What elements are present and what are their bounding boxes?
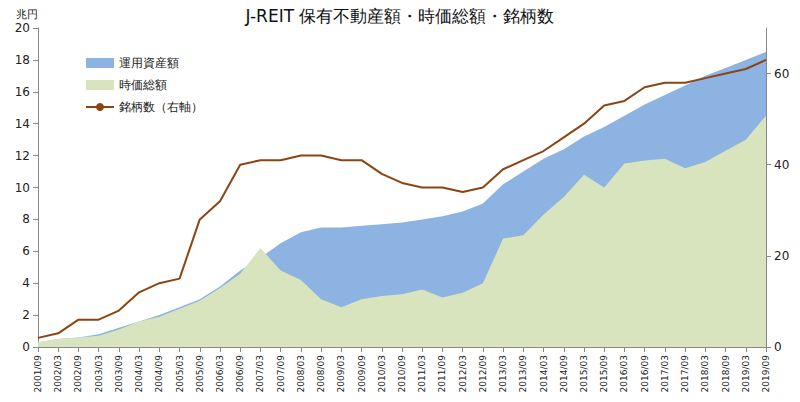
svg-text:2015/09: 2015/09 xyxy=(599,355,609,393)
svg-text:2: 2 xyxy=(22,308,30,322)
svg-text:2005/03: 2005/03 xyxy=(175,355,185,392)
svg-text:20: 20 xyxy=(15,21,30,35)
svg-text:0: 0 xyxy=(774,340,782,354)
svg-text:2003/09: 2003/09 xyxy=(114,355,124,393)
svg-text:2010/03: 2010/03 xyxy=(377,355,387,392)
svg-text:60: 60 xyxy=(774,67,789,81)
svg-text:12: 12 xyxy=(15,149,30,163)
svg-text:0: 0 xyxy=(22,340,30,354)
svg-text:2009/09: 2009/09 xyxy=(357,355,367,393)
svg-text:2005/09: 2005/09 xyxy=(195,355,205,393)
svg-text:10: 10 xyxy=(15,181,30,195)
svg-text:2002/09: 2002/09 xyxy=(73,355,83,393)
svg-text:2014/09: 2014/09 xyxy=(559,355,569,393)
svg-text:2001/09: 2001/09 xyxy=(33,355,43,393)
svg-text:2017/09: 2017/09 xyxy=(680,355,690,393)
svg-text:4: 4 xyxy=(22,276,30,290)
svg-text:6: 6 xyxy=(22,244,30,258)
svg-text:2011/09: 2011/09 xyxy=(437,355,447,393)
svg-text:2019/03: 2019/03 xyxy=(741,355,751,392)
svg-text:2011/03: 2011/03 xyxy=(417,355,427,392)
svg-text:2006/09: 2006/09 xyxy=(235,355,245,393)
svg-text:2007/09: 2007/09 xyxy=(276,355,286,393)
svg-text:18: 18 xyxy=(15,53,30,67)
svg-text:2009/03: 2009/03 xyxy=(336,355,346,392)
svg-text:40: 40 xyxy=(774,158,789,172)
svg-text:20: 20 xyxy=(774,249,789,263)
svg-text:2015/03: 2015/03 xyxy=(579,355,589,392)
svg-text:2014/03: 2014/03 xyxy=(539,355,549,392)
svg-text:2019/09: 2019/09 xyxy=(761,355,771,393)
svg-text:2004/03: 2004/03 xyxy=(134,355,144,392)
svg-text:2012/09: 2012/09 xyxy=(478,355,488,393)
svg-text:2008/09: 2008/09 xyxy=(316,355,326,393)
svg-text:2006/03: 2006/03 xyxy=(215,355,225,392)
svg-text:2003/03: 2003/03 xyxy=(94,355,104,392)
svg-text:運用資産額: 運用資産額 xyxy=(119,56,179,70)
svg-text:2008/03: 2008/03 xyxy=(296,355,306,392)
svg-text:2017/03: 2017/03 xyxy=(660,355,670,392)
svg-text:16: 16 xyxy=(15,85,30,99)
svg-text:8: 8 xyxy=(22,212,30,226)
svg-text:2004/09: 2004/09 xyxy=(154,355,164,393)
svg-text:銘柄数（右軸）: 銘柄数（右軸） xyxy=(119,100,203,114)
svg-text:2018/09: 2018/09 xyxy=(721,355,731,393)
svg-text:2016/03: 2016/03 xyxy=(619,355,629,392)
svg-text:2016/09: 2016/09 xyxy=(640,355,650,393)
svg-text:2013/09: 2013/09 xyxy=(518,355,528,393)
svg-text:J-REIT 保有不動産額・時価総額・銘柄数: J-REIT 保有不動産額・時価総額・銘柄数 xyxy=(245,6,555,26)
svg-text:2010/09: 2010/09 xyxy=(397,355,407,393)
svg-text:2013/03: 2013/03 xyxy=(498,355,508,392)
svg-text:兆円: 兆円 xyxy=(16,8,38,21)
svg-text:2002/03: 2002/03 xyxy=(53,355,63,392)
svg-text:2018/03: 2018/03 xyxy=(700,355,710,392)
svg-text:時価総額: 時価総額 xyxy=(119,78,167,92)
svg-text:2012/03: 2012/03 xyxy=(458,355,468,392)
svg-text:14: 14 xyxy=(15,117,30,131)
svg-text:2007/03: 2007/03 xyxy=(255,355,265,392)
